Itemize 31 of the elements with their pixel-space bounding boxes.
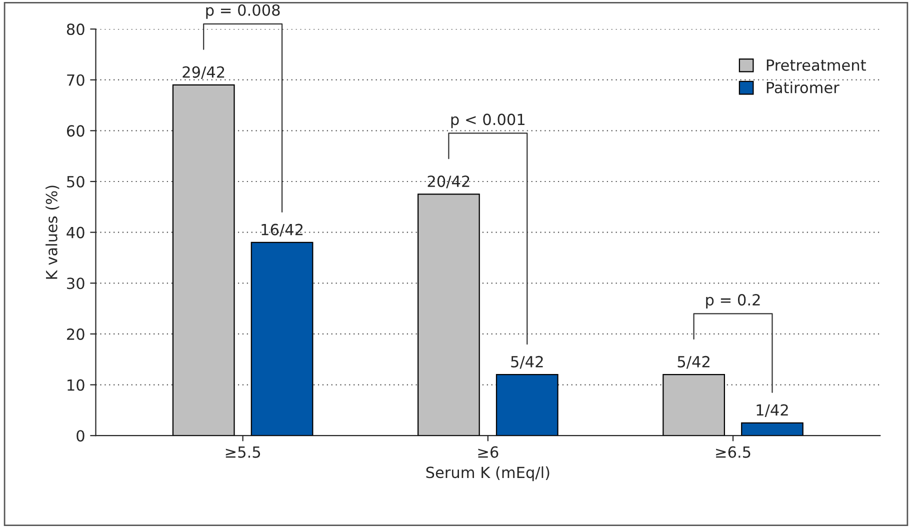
y-tick-label: 50 <box>67 176 84 188</box>
x-tick-label: ≥6 <box>478 446 498 458</box>
text: p = 0.008 <box>206 4 280 19</box>
bar <box>250 242 314 436</box>
data-label: 16/42 <box>262 224 303 237</box>
legend-label: Patiromer <box>766 81 840 94</box>
bar <box>172 84 235 436</box>
annotation: p < 0.001 <box>451 114 524 128</box>
legend-label: Pretreatment <box>766 60 866 71</box>
y-axis-title: K values (%) <box>46 186 60 279</box>
data-label: 5/42 <box>678 356 710 369</box>
data-label: 5/42 <box>511 356 543 369</box>
y-tick-label: 80 <box>66 24 84 36</box>
data-label: 20/42 <box>428 176 470 188</box>
y-tick-label: 20 <box>67 328 84 340</box>
x-axis-title: Serum K (mEq/l) <box>426 466 550 482</box>
y-tick-label: 60 <box>66 125 84 137</box>
data-label: 1/42 <box>756 404 788 417</box>
y-tick-label: 70 <box>67 74 84 86</box>
x-tick-label: ≥5.5 <box>226 446 260 458</box>
bar <box>662 374 725 436</box>
bar <box>418 194 480 436</box>
y-tick-label: 40 <box>66 226 84 238</box>
annotation: p = 0.2 <box>706 294 760 309</box>
bar <box>741 422 804 436</box>
data-label: 29/42 <box>182 66 224 80</box>
y-tick-label: 10 <box>68 379 84 391</box>
y-tick-label: 0 <box>76 430 84 442</box>
x-tick-label: ≥6.5 <box>716 446 750 458</box>
y-tick-label: 30 <box>67 278 84 290</box>
bar <box>496 374 558 436</box>
